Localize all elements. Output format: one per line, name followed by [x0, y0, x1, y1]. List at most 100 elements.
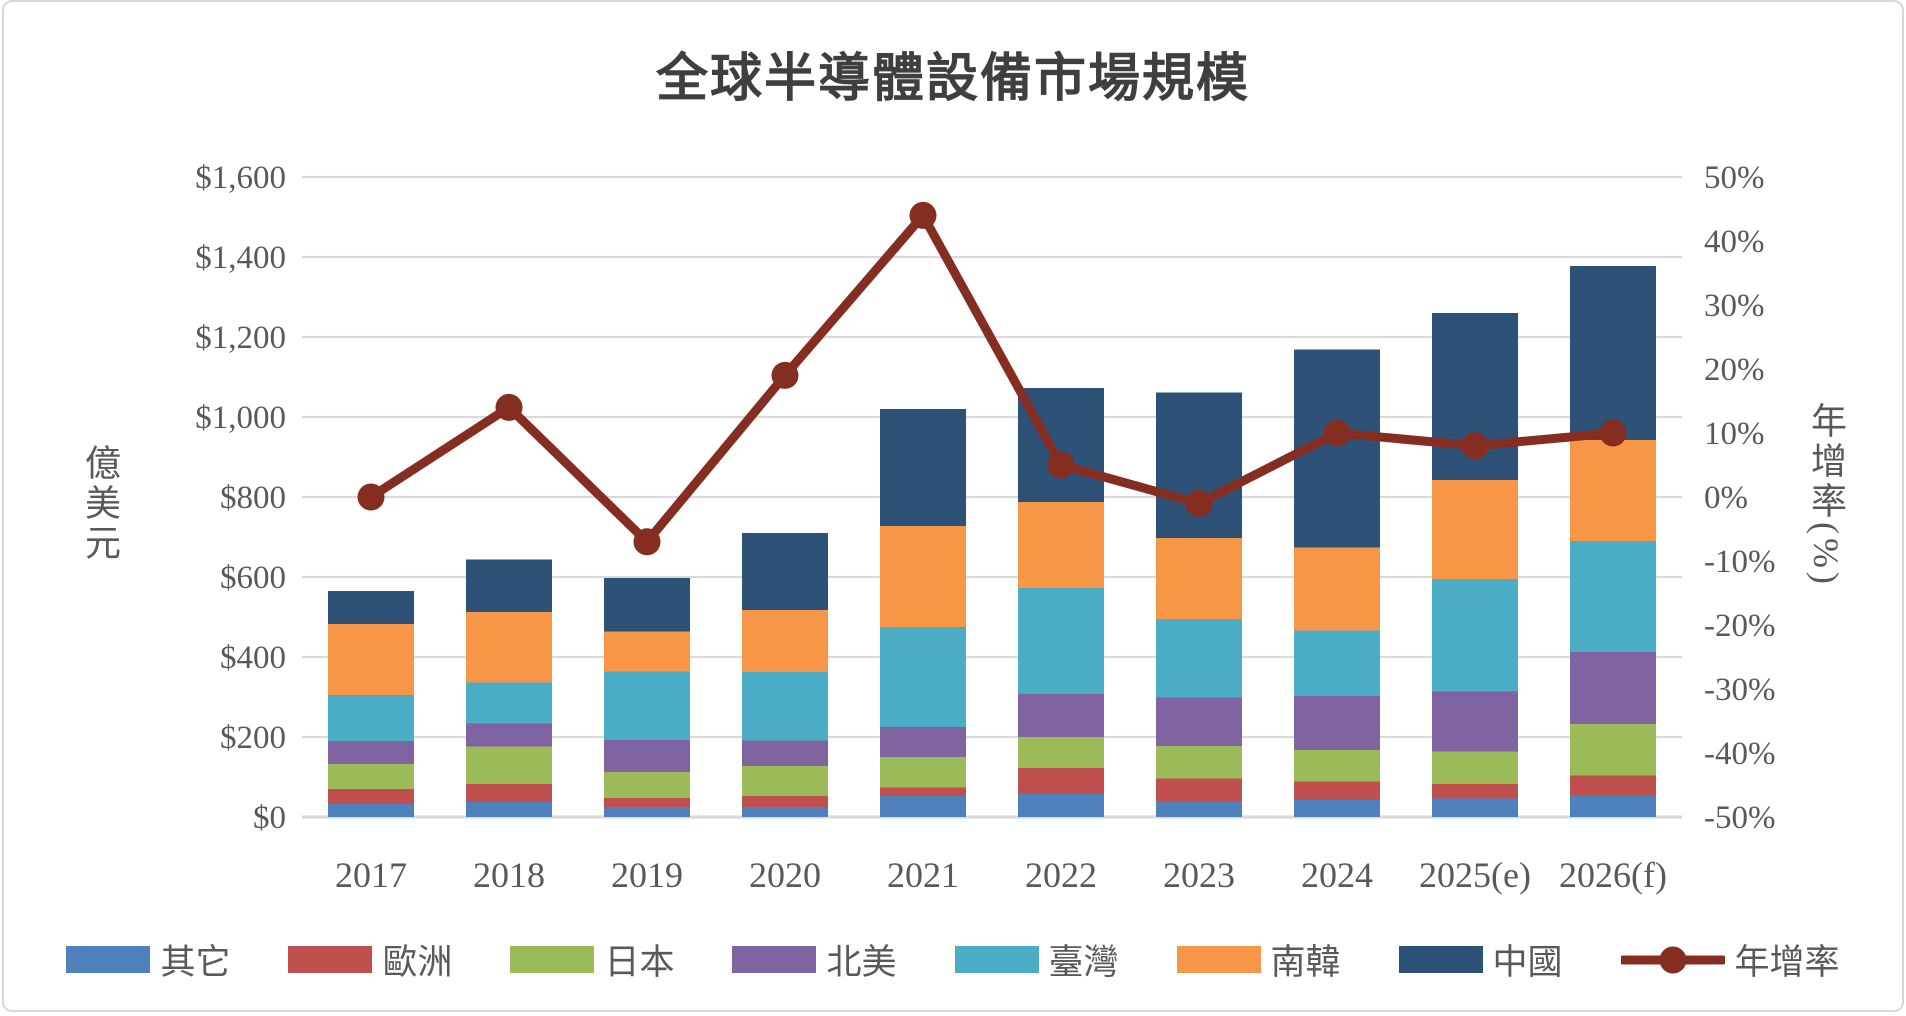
right-tick-label: -10% — [1704, 544, 1775, 580]
legend-line-marker — [1620, 946, 1725, 973]
legend-item: 臺灣 — [954, 934, 1119, 985]
bar-segment — [1294, 781, 1380, 801]
x-tick-label: 2018 — [473, 855, 545, 895]
bar-segment — [1570, 723, 1656, 776]
legend: 其它 歐洲 日本 北美 臺灣 南韓 中國 年增率 — [4, 934, 1902, 985]
left-tick-label: $0 — [253, 800, 286, 836]
legend-swatch — [954, 946, 1039, 973]
bar-segment — [880, 525, 966, 627]
bar-segment — [328, 741, 414, 765]
legend-item: 日本 — [510, 934, 674, 985]
bar-segment — [742, 765, 828, 797]
bar-segment — [880, 627, 966, 727]
legend-swatch — [288, 946, 373, 973]
legend-label: 歐洲 — [382, 943, 453, 982]
bar-segment — [742, 796, 828, 807]
bar-segment — [466, 784, 552, 802]
bar-segment — [328, 803, 414, 817]
bar-segment — [466, 682, 552, 724]
bar-segment — [742, 807, 828, 817]
bar-segment — [466, 801, 552, 817]
growth-marker — [1323, 419, 1351, 447]
bar-segment — [328, 591, 414, 624]
left-tick-label: $200 — [220, 720, 286, 756]
legend-item: 其它 — [66, 934, 230, 985]
legend-item-line: 年增率 — [1620, 934, 1840, 985]
right-tick-label: 40% — [1704, 224, 1765, 260]
left-tick-label: $1,200 — [195, 320, 286, 356]
growth-line — [366, 210, 1618, 547]
left-axis-title: 億美元 — [80, 444, 120, 564]
bar-segment — [1570, 651, 1656, 724]
x-tick-label: 2024 — [1301, 855, 1373, 895]
legend-item: 中國 — [1398, 934, 1563, 985]
bar-segment — [466, 611, 552, 683]
bar-segment — [1432, 751, 1518, 785]
bar-segment — [742, 671, 828, 741]
bar-segment — [328, 695, 414, 741]
bar-segment — [466, 559, 552, 612]
left-tick-label: $1,400 — [195, 240, 286, 276]
bar-segment — [328, 764, 414, 789]
bar-segment — [880, 796, 966, 817]
right-tick-label: -20% — [1704, 608, 1775, 644]
legend-swatch — [1398, 946, 1483, 973]
bar-segment — [1432, 784, 1518, 799]
legend-label: 日本 — [604, 943, 675, 982]
bar-segment — [604, 671, 690, 740]
bar-segment — [1018, 694, 1104, 737]
bar-segment — [1018, 737, 1104, 769]
bar-segment — [328, 789, 414, 804]
right-tick-label: -40% — [1704, 736, 1775, 772]
bar-segment — [880, 727, 966, 757]
bar-segment — [1018, 502, 1104, 588]
legend-swatch — [510, 946, 595, 973]
growth-marker — [357, 483, 385, 511]
right-tick-label: 0% — [1704, 480, 1748, 516]
bar-segment — [1294, 696, 1380, 750]
left-tick-label: $1,600 — [195, 160, 286, 196]
bar-segment — [1432, 798, 1518, 817]
bar-segment — [1432, 691, 1518, 752]
right-tick-label: 50% — [1704, 160, 1765, 196]
right-axis-title: 年增率(%) — [1806, 402, 1846, 588]
legend-item: 北美 — [732, 934, 897, 985]
x-tick-label: 2019 — [611, 855, 683, 895]
bar-segment — [1570, 795, 1656, 817]
chart-title: 全球半導體設備市場規模 — [655, 51, 1250, 108]
bar-segment — [604, 807, 690, 817]
left-tick-label: $400 — [220, 640, 286, 676]
x-tick-label: 2023 — [1163, 855, 1235, 895]
x-tick-label: 2020 — [749, 855, 821, 895]
bar-segment — [742, 533, 828, 611]
bar-segment — [880, 409, 966, 526]
bar-segment — [1294, 749, 1380, 782]
x-tick-label: 2022 — [1025, 855, 1097, 895]
left-tick-label: $1,000 — [195, 400, 286, 436]
legend-swatch — [732, 946, 817, 973]
bar-segment — [604, 739, 690, 773]
plot-area: $0 $200 $400 $600 $800 $1,000 $1,200 $1,400 $1,6… — [195, 160, 1775, 895]
bar-segment — [1432, 579, 1518, 692]
growth-marker — [495, 393, 523, 421]
x-tick-label: 2025(e) — [1419, 855, 1531, 895]
right-tick-label: 10% — [1704, 416, 1765, 452]
bar-segment — [1570, 439, 1656, 541]
bar-segment — [604, 797, 690, 807]
growth-marker — [909, 201, 937, 229]
bar-segment — [1570, 775, 1656, 796]
bar-segment — [466, 723, 552, 747]
growth-marker — [1185, 489, 1213, 517]
bar-segment — [1156, 778, 1242, 802]
bars-group — [328, 265, 1656, 817]
bar-segment — [1156, 697, 1242, 747]
x-tick-label: 2017 — [335, 855, 407, 895]
bar-segment — [742, 740, 828, 766]
bar-segment — [604, 577, 690, 632]
legend-label: 年增率 — [1734, 943, 1840, 982]
right-tick-label: 20% — [1704, 352, 1765, 388]
left-tick-label: $600 — [220, 560, 286, 596]
right-tick-label: -50% — [1704, 800, 1775, 836]
bar-segment — [1570, 265, 1656, 440]
